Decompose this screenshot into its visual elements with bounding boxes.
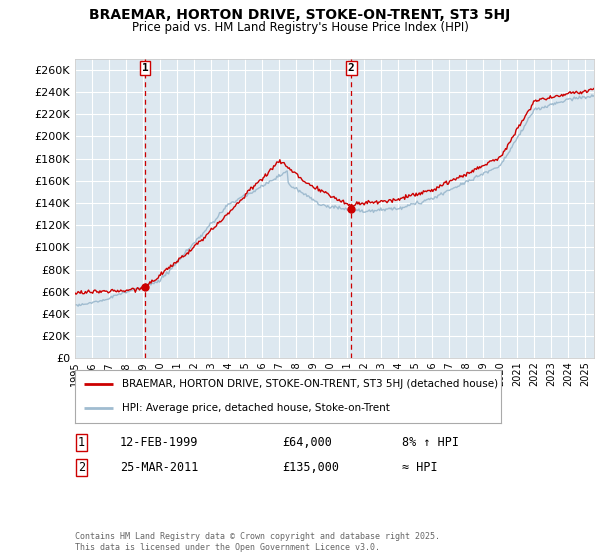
Text: Contains HM Land Registry data © Crown copyright and database right 2025.
This d: Contains HM Land Registry data © Crown c… bbox=[75, 532, 440, 552]
Text: 25-MAR-2011: 25-MAR-2011 bbox=[120, 461, 199, 474]
Text: 1: 1 bbox=[78, 436, 85, 449]
Text: HPI: Average price, detached house, Stoke-on-Trent: HPI: Average price, detached house, Stok… bbox=[122, 403, 389, 413]
Text: BRAEMAR, HORTON DRIVE, STOKE-ON-TRENT, ST3 5HJ (detached house): BRAEMAR, HORTON DRIVE, STOKE-ON-TRENT, S… bbox=[122, 380, 498, 390]
Text: £135,000: £135,000 bbox=[282, 461, 339, 474]
Text: £64,000: £64,000 bbox=[282, 436, 332, 449]
Text: ≈ HPI: ≈ HPI bbox=[402, 461, 437, 474]
Text: 8% ↑ HPI: 8% ↑ HPI bbox=[402, 436, 459, 449]
Text: 2: 2 bbox=[348, 63, 355, 73]
Text: 2: 2 bbox=[78, 461, 85, 474]
Text: 12-FEB-1999: 12-FEB-1999 bbox=[120, 436, 199, 449]
Text: 1: 1 bbox=[142, 63, 148, 73]
Text: Price paid vs. HM Land Registry's House Price Index (HPI): Price paid vs. HM Land Registry's House … bbox=[131, 21, 469, 34]
Text: BRAEMAR, HORTON DRIVE, STOKE-ON-TRENT, ST3 5HJ: BRAEMAR, HORTON DRIVE, STOKE-ON-TRENT, S… bbox=[89, 8, 511, 22]
